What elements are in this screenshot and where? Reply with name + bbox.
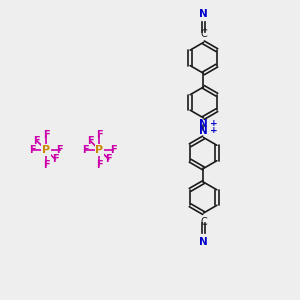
Text: F: F [52,154,59,164]
Text: N: N [199,119,208,129]
Text: F: F [56,145,63,155]
Text: +: + [210,126,218,135]
Text: C: C [200,217,207,227]
Text: F: F [34,136,40,146]
Text: F: F [43,130,49,140]
Text: +: + [210,119,218,128]
Text: N: N [199,237,208,247]
Text: F: F [110,145,116,155]
Text: F: F [82,145,89,155]
Text: F: F [87,136,94,146]
Text: F: F [105,154,112,164]
Text: P: P [95,145,104,155]
Text: N: N [199,126,208,136]
Text: C: C [200,28,207,38]
Text: F: F [96,130,103,140]
Text: F: F [96,160,103,170]
Text: P: P [42,145,50,155]
Text: F: F [43,160,49,170]
Text: F: F [29,145,36,155]
Text: N: N [199,9,208,19]
